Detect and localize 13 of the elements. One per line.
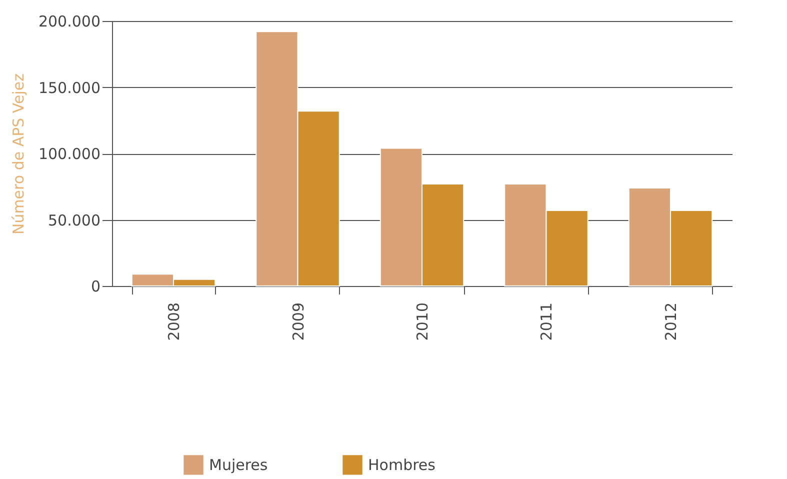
legend-label: Hombres xyxy=(368,456,436,474)
x-tick-label: 2012 xyxy=(662,302,680,341)
y-tick-label: 50.000 xyxy=(48,211,100,230)
x-tick-label: 2008 xyxy=(165,302,184,341)
legend-label: Mujeres xyxy=(209,456,268,474)
y-tick-label: 150.000 xyxy=(38,78,100,97)
y-tick-label: 100.000 xyxy=(38,145,100,163)
x-tick-label: 2009 xyxy=(289,302,308,341)
x-tick-label: 2011 xyxy=(538,302,556,341)
y-axis-title: Número de APS Vejez xyxy=(9,73,28,235)
y-tick-label: 200.000 xyxy=(38,12,100,30)
y-tick-label: 0 xyxy=(90,278,100,296)
x-tick-label: 2010 xyxy=(414,302,432,341)
